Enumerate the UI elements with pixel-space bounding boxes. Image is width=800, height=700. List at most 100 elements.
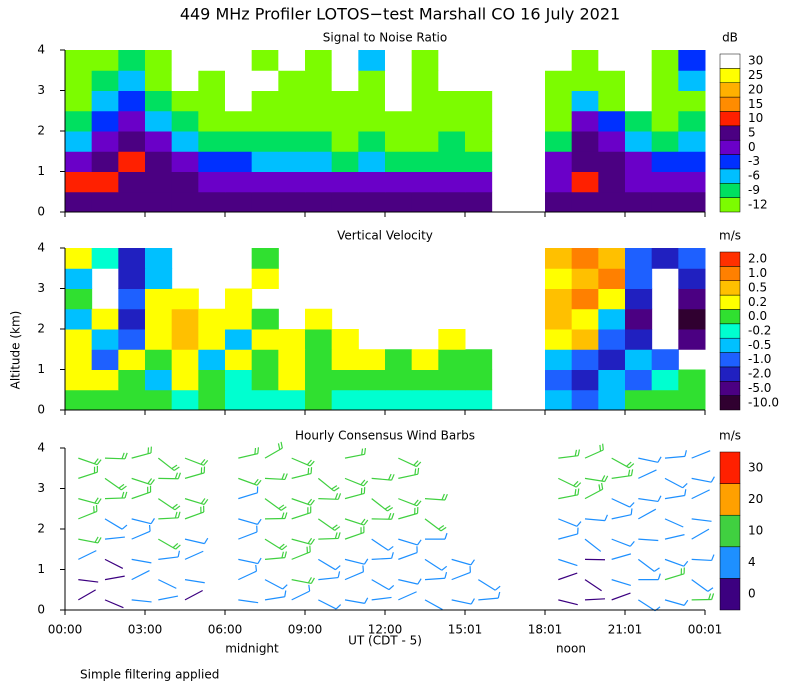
colorbar-label: 30 — [748, 460, 763, 474]
heatmap-cell — [438, 50, 466, 71]
heatmap-cell — [625, 248, 653, 269]
heatmap-cell — [678, 191, 706, 213]
heatmap-cell — [358, 90, 386, 112]
wind-barb — [184, 498, 209, 506]
heatmap-cell — [465, 191, 493, 213]
wind-barb — [424, 599, 443, 611]
colorbar-swatch — [719, 546, 741, 579]
heatmap-cell — [411, 70, 439, 91]
wind-barb — [398, 507, 419, 520]
heatmap-cell — [625, 329, 653, 350]
heatmap-cell — [651, 131, 679, 152]
x-tick-label: 15:01 — [448, 623, 483, 637]
heatmap-cell — [438, 90, 466, 112]
heatmap-cell — [65, 70, 93, 91]
heatmap-cell — [278, 389, 306, 411]
wind-barb — [611, 579, 631, 587]
heatmap-cell — [305, 50, 333, 71]
heatmap-cell — [625, 151, 653, 172]
heatmap-cell — [678, 70, 706, 91]
wind-barb — [158, 538, 181, 550]
wind-barb — [398, 578, 422, 585]
heatmap-cell — [571, 151, 599, 172]
heatmap-cell — [278, 171, 306, 193]
heatmap-cell — [118, 369, 146, 391]
heatmap-cell — [598, 151, 626, 172]
heatmap-cell — [198, 70, 226, 91]
wind-barb — [318, 532, 341, 540]
annotation: noon — [556, 642, 586, 656]
heatmap-cell — [118, 268, 146, 289]
wind-barb — [691, 518, 712, 522]
heatmap-cell — [331, 369, 359, 391]
wind-barb — [424, 518, 447, 532]
heatmap-cell — [465, 171, 493, 193]
wind-barb — [371, 498, 394, 512]
heatmap-cell — [225, 288, 253, 310]
heatmap-cell — [545, 131, 573, 152]
wind-barb — [637, 558, 660, 572]
colorbar-label: 0 — [748, 140, 756, 154]
heatmap-cell — [118, 389, 146, 411]
wind-barb — [584, 579, 602, 592]
heatmap-cell — [545, 90, 573, 112]
heatmap-cell — [91, 50, 119, 71]
heatmap-cell — [571, 110, 599, 132]
heatmap-cell — [198, 369, 226, 391]
wind-barb — [264, 473, 288, 481]
colorbar-swatch — [719, 483, 741, 516]
heatmap-cell — [411, 131, 439, 152]
y-tick-label: 1 — [37, 164, 45, 178]
wind-barb — [78, 550, 97, 560]
heatmap-cell — [65, 329, 93, 350]
heatmap-cell — [278, 70, 306, 91]
wind-barb — [691, 579, 714, 592]
heatmap-cell — [278, 90, 306, 112]
heatmap-cell — [171, 308, 199, 330]
wind-barb — [584, 475, 609, 483]
wind-barb — [398, 538, 422, 546]
y-tick-label: 1 — [37, 362, 45, 376]
heatmap-cell — [171, 171, 199, 193]
heatmap-cell — [625, 191, 653, 213]
wind-barb — [318, 493, 342, 500]
colorbar-label: -5.0 — [748, 381, 771, 395]
heatmap-cell — [385, 110, 413, 132]
heatmap-cell — [305, 369, 333, 391]
wind-barb — [664, 534, 685, 540]
heatmap-cell — [625, 50, 653, 71]
heatmap-cell — [198, 131, 226, 152]
wind-barb — [424, 493, 448, 501]
colorbar-label: -0.2 — [748, 324, 771, 338]
heatmap-cell — [598, 308, 626, 330]
wind-barb — [371, 596, 392, 601]
wind-barb — [264, 551, 287, 560]
heatmap-cell — [571, 308, 599, 330]
heatmap-cell — [358, 50, 386, 71]
wind-barb — [158, 579, 177, 589]
wind-barb — [664, 599, 689, 606]
heatmap-cell — [331, 70, 359, 91]
heatmap-cell — [305, 90, 333, 112]
colorbar-unit: m/s — [719, 229, 741, 243]
colorbar-swatch — [719, 266, 741, 281]
heatmap-cell — [198, 389, 226, 411]
heatmap-cell — [198, 151, 226, 172]
wind-barb — [131, 446, 152, 459]
wind-barb — [371, 513, 395, 520]
wind-barb — [638, 573, 661, 581]
colorbar-label: 4 — [748, 555, 756, 569]
wind-barb — [158, 511, 181, 520]
wind-barb — [664, 489, 687, 500]
heatmap-cell — [171, 50, 199, 71]
heatmap-cell — [198, 329, 226, 350]
heatmap-cell — [678, 131, 706, 152]
heatmap-cell — [145, 171, 173, 193]
colorbar-swatch — [719, 451, 741, 484]
wind-barb — [691, 554, 715, 562]
heatmap-cell — [251, 349, 279, 370]
heatmap-cell — [411, 90, 439, 112]
heatmap-cell — [305, 329, 333, 350]
wind-barb — [184, 466, 206, 479]
